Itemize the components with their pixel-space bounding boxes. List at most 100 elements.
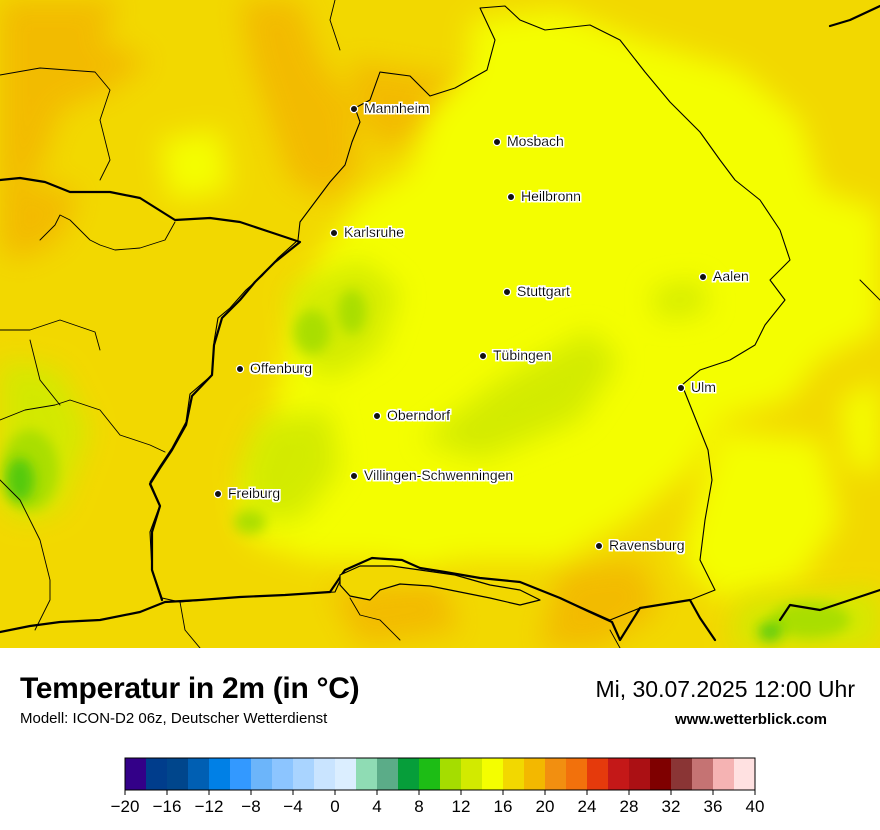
color-legend: −20 −16 −12 −8 −4 0 4 8 12 16 20 24 28 32 36 40	[111, 757, 765, 816]
city-t-bingen: Tübingen	[478, 347, 551, 363]
legend-swatch	[608, 758, 630, 790]
city-dot	[349, 104, 359, 114]
city-label: Freiburg	[228, 485, 280, 501]
city-label: Mannheim	[364, 100, 429, 116]
legend-swatch	[650, 758, 672, 790]
legend-swatch	[734, 758, 756, 790]
legend-swatch	[125, 758, 147, 790]
legend-tick-label: 24	[578, 797, 597, 816]
legend-swatch	[146, 758, 168, 790]
city-label: Karlsruhe	[344, 224, 404, 240]
city-offenburg: Offenburg	[235, 360, 312, 376]
legend-swatch	[713, 758, 735, 790]
legend-swatch	[545, 758, 567, 790]
legend-tick-label: 16	[494, 797, 513, 816]
legend-frame	[124, 757, 756, 791]
legend-tick-label: 4	[372, 797, 381, 816]
city-label: Oberndorf	[387, 407, 450, 423]
france-border	[0, 176, 302, 602]
legend-swatch	[566, 758, 588, 790]
legend-tick-label: −16	[153, 797, 182, 816]
swiss-border	[0, 556, 717, 642]
legend-tick-label: 12	[452, 797, 471, 816]
city-ravensburg: Ravensburg	[594, 537, 685, 553]
city-dot	[594, 541, 604, 551]
city-label: Heilbronn	[521, 188, 581, 204]
city-markers: Mannheim Mosbach Heilbronn Karlsruhe Aalen St…	[213, 100, 749, 553]
legend-swatch	[377, 758, 399, 790]
legend-swatch	[692, 758, 714, 790]
legend-swatch	[293, 758, 315, 790]
city-dot	[235, 364, 245, 374]
legend-swatch	[503, 758, 525, 790]
city-ulm: Ulm	[676, 379, 716, 395]
city-label: Stuttgart	[517, 283, 570, 299]
city-dot	[349, 471, 359, 481]
city-mannheim: Mannheim	[349, 100, 429, 116]
city-label: Ulm	[691, 379, 716, 395]
city-aalen: Aalen	[698, 268, 749, 284]
legend-tick-label: 32	[662, 797, 681, 816]
city-label: Offenburg	[250, 360, 312, 376]
map-title: Temperatur in 2m (in °C)	[20, 672, 360, 705]
city-freiburg: Freiburg	[213, 485, 280, 501]
legend-swatch	[398, 758, 420, 790]
legend-tick-label: 8	[414, 797, 423, 816]
legend-tick-label: 40	[746, 797, 765, 816]
legend-tick-label: 28	[620, 797, 639, 816]
city-dot	[502, 287, 512, 297]
city-label: Tübingen	[493, 347, 551, 363]
temperature-map: Mannheim Mosbach Heilbronn Karlsruhe Aalen St…	[0, 0, 880, 648]
city-dot	[372, 411, 382, 421]
city-dot	[478, 351, 488, 361]
borders	[0, 0, 880, 648]
city-dot	[492, 137, 502, 147]
legend-tick-label: −12	[195, 797, 224, 816]
legend-swatch	[587, 758, 609, 790]
legend-swatch	[461, 758, 483, 790]
lake-constance	[339, 565, 541, 606]
legend-tick-label: 0	[330, 797, 339, 816]
city-label: Aalen	[713, 268, 749, 284]
legend-swatch	[167, 758, 189, 790]
legend-swatch	[440, 758, 462, 790]
legend-tick-label: −8	[241, 797, 260, 816]
city-mosbach: Mosbach	[492, 133, 564, 149]
city-villingen-schwenningen: Villingen-Schwenningen	[349, 467, 513, 483]
yellow-zones	[160, 10, 880, 600]
legend-swatch	[251, 758, 273, 790]
legend-swatch	[335, 758, 357, 790]
forecast-datetime: Mi, 30.07.2025 12:00 Uhr	[595, 676, 855, 702]
legend-swatch	[629, 758, 651, 790]
city-oberndorf: Oberndorf	[372, 407, 450, 423]
city-dot	[676, 383, 686, 393]
city-dot	[213, 489, 223, 499]
city-label: Ravensburg	[609, 537, 685, 553]
legend-tick-label: 20	[536, 797, 555, 816]
legend-tick-label: −4	[283, 797, 302, 816]
legend-swatch	[524, 758, 546, 790]
city-dot	[698, 272, 708, 282]
legend-swatch	[314, 758, 336, 790]
info-panel: Temperatur in 2m (in °C) Modell: ICON-D2…	[0, 648, 880, 830]
legend-swatch	[482, 758, 504, 790]
legend-swatch	[671, 758, 693, 790]
city-karlsruhe: Karlsruhe	[329, 224, 404, 240]
legend-tick-label: 36	[704, 797, 723, 816]
site-link[interactable]: www.wetterblick.com	[675, 711, 827, 728]
legend-swatch	[356, 758, 378, 790]
legend-swatch	[419, 758, 441, 790]
city-dot	[506, 192, 516, 202]
coldest-pockets	[6, 458, 782, 642]
city-dot	[329, 228, 339, 238]
legend-tick-label: −20	[111, 797, 140, 816]
city-label: Villingen-Schwenningen	[364, 467, 513, 483]
city-heilbronn: Heilbronn	[506, 188, 581, 204]
legend-swatch	[209, 758, 231, 790]
model-source: Modell: ICON-D2 06z, Deutscher Wetterdie…	[20, 710, 328, 727]
city-label: Mosbach	[507, 133, 564, 149]
legend-swatch	[188, 758, 210, 790]
city-stuttgart: Stuttgart	[502, 283, 570, 299]
legend-swatch	[272, 758, 294, 790]
legend-swatch	[230, 758, 252, 790]
